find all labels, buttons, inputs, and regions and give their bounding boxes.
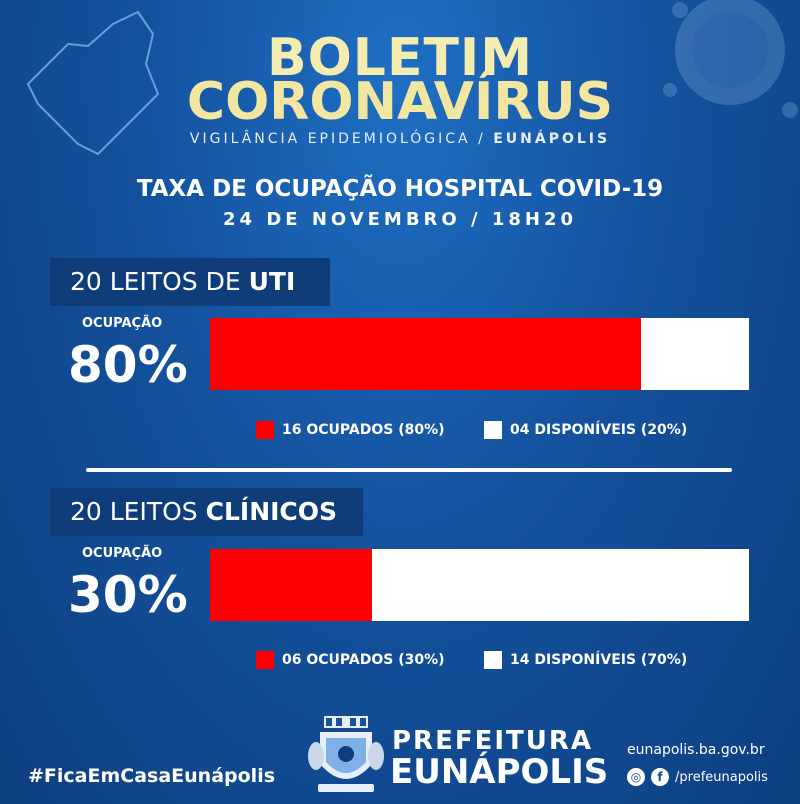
uti-occupancy-label: OCUPAÇÃO	[82, 316, 163, 331]
uti-legend-available: 04 DISPONÍVEIS (20%)	[484, 421, 687, 439]
clinicos-label-bold: CLÍNICOS	[205, 497, 338, 526]
hashtag: #FicaEmCasaEunápolis	[28, 765, 276, 787]
available-swatch	[484, 651, 502, 669]
clinicos-legend-occupied-text: 06 OCUPADOS (30%)	[282, 652, 445, 668]
uti-occupancy-value: 80%	[68, 336, 188, 394]
map-outline-icon	[26, 10, 160, 156]
available-swatch	[484, 421, 502, 439]
subtitle-prefix: VIGILÂNCIA EPIDEMIOLÓGICA /	[189, 131, 494, 147]
title-coronavirus: CORONAVÍRUS	[186, 72, 614, 132]
prefeitura-label: PREFEITURA	[392, 726, 594, 756]
occupied-swatch	[256, 421, 274, 439]
clinicos-occupancy-value: 30%	[68, 566, 188, 624]
facebook-icon[interactable]: f	[651, 768, 669, 786]
website-link[interactable]: eunapolis.ba.gov.br	[627, 742, 765, 758]
uti-section-label: 20 LEITOS DE UTI	[50, 258, 330, 306]
uti-label-prefix: 20 LEITOS DE	[70, 267, 249, 296]
social-handle-text: /prefeunapolis	[675, 769, 768, 785]
subtitle-city: EUNÁPOLIS	[493, 131, 611, 147]
clinicos-section-label: 20 LEITOS CLÍNICOS	[50, 488, 363, 536]
clinicos-legend-available-text: 14 DISPONÍVEIS (70%)	[510, 652, 688, 668]
section-divider	[86, 468, 732, 472]
report-heading: TAXA DE OCUPAÇÃO HOSPITAL COVID-19	[136, 176, 664, 202]
subtitle: VIGILÂNCIA EPIDEMIOLÓGICA / EUNÁPOLIS	[0, 131, 800, 147]
virus-icon	[663, 0, 798, 118]
clinicos-label-prefix: 20 LEITOS	[70, 497, 206, 526]
clinicos-occupied-fill	[210, 549, 372, 621]
report-date: 24 DE NOVEMBRO / 18H20	[223, 209, 577, 230]
eunapolis-label: EUNÁPOLIS	[390, 752, 609, 792]
instagram-icon[interactable]: ◎	[627, 768, 645, 786]
uti-legend-occupied: 16 OCUPADOS (80%)	[256, 421, 445, 439]
crest-icon	[308, 716, 384, 792]
uti-legend-occupied-text: 16 OCUPADOS (80%)	[282, 422, 445, 438]
title-boletim: BOLETIM	[266, 28, 534, 88]
occupied-swatch	[256, 651, 274, 669]
social-handle[interactable]: ◎ f /prefeunapolis	[627, 768, 768, 786]
uti-occupied-fill	[210, 318, 642, 390]
clinicos-occupancy-label: OCUPAÇÃO	[82, 546, 163, 561]
uti-legend-available-text: 04 DISPONÍVEIS (20%)	[510, 422, 688, 438]
uti-label-bold: UTI	[248, 267, 296, 296]
uti-occupancy-bar	[210, 318, 749, 390]
clinicos-occupancy-bar	[210, 549, 749, 621]
clinicos-legend-occupied: 06 OCUPADOS (30%)	[256, 651, 445, 669]
clinicos-legend-available: 14 DISPONÍVEIS (70%)	[484, 651, 687, 669]
